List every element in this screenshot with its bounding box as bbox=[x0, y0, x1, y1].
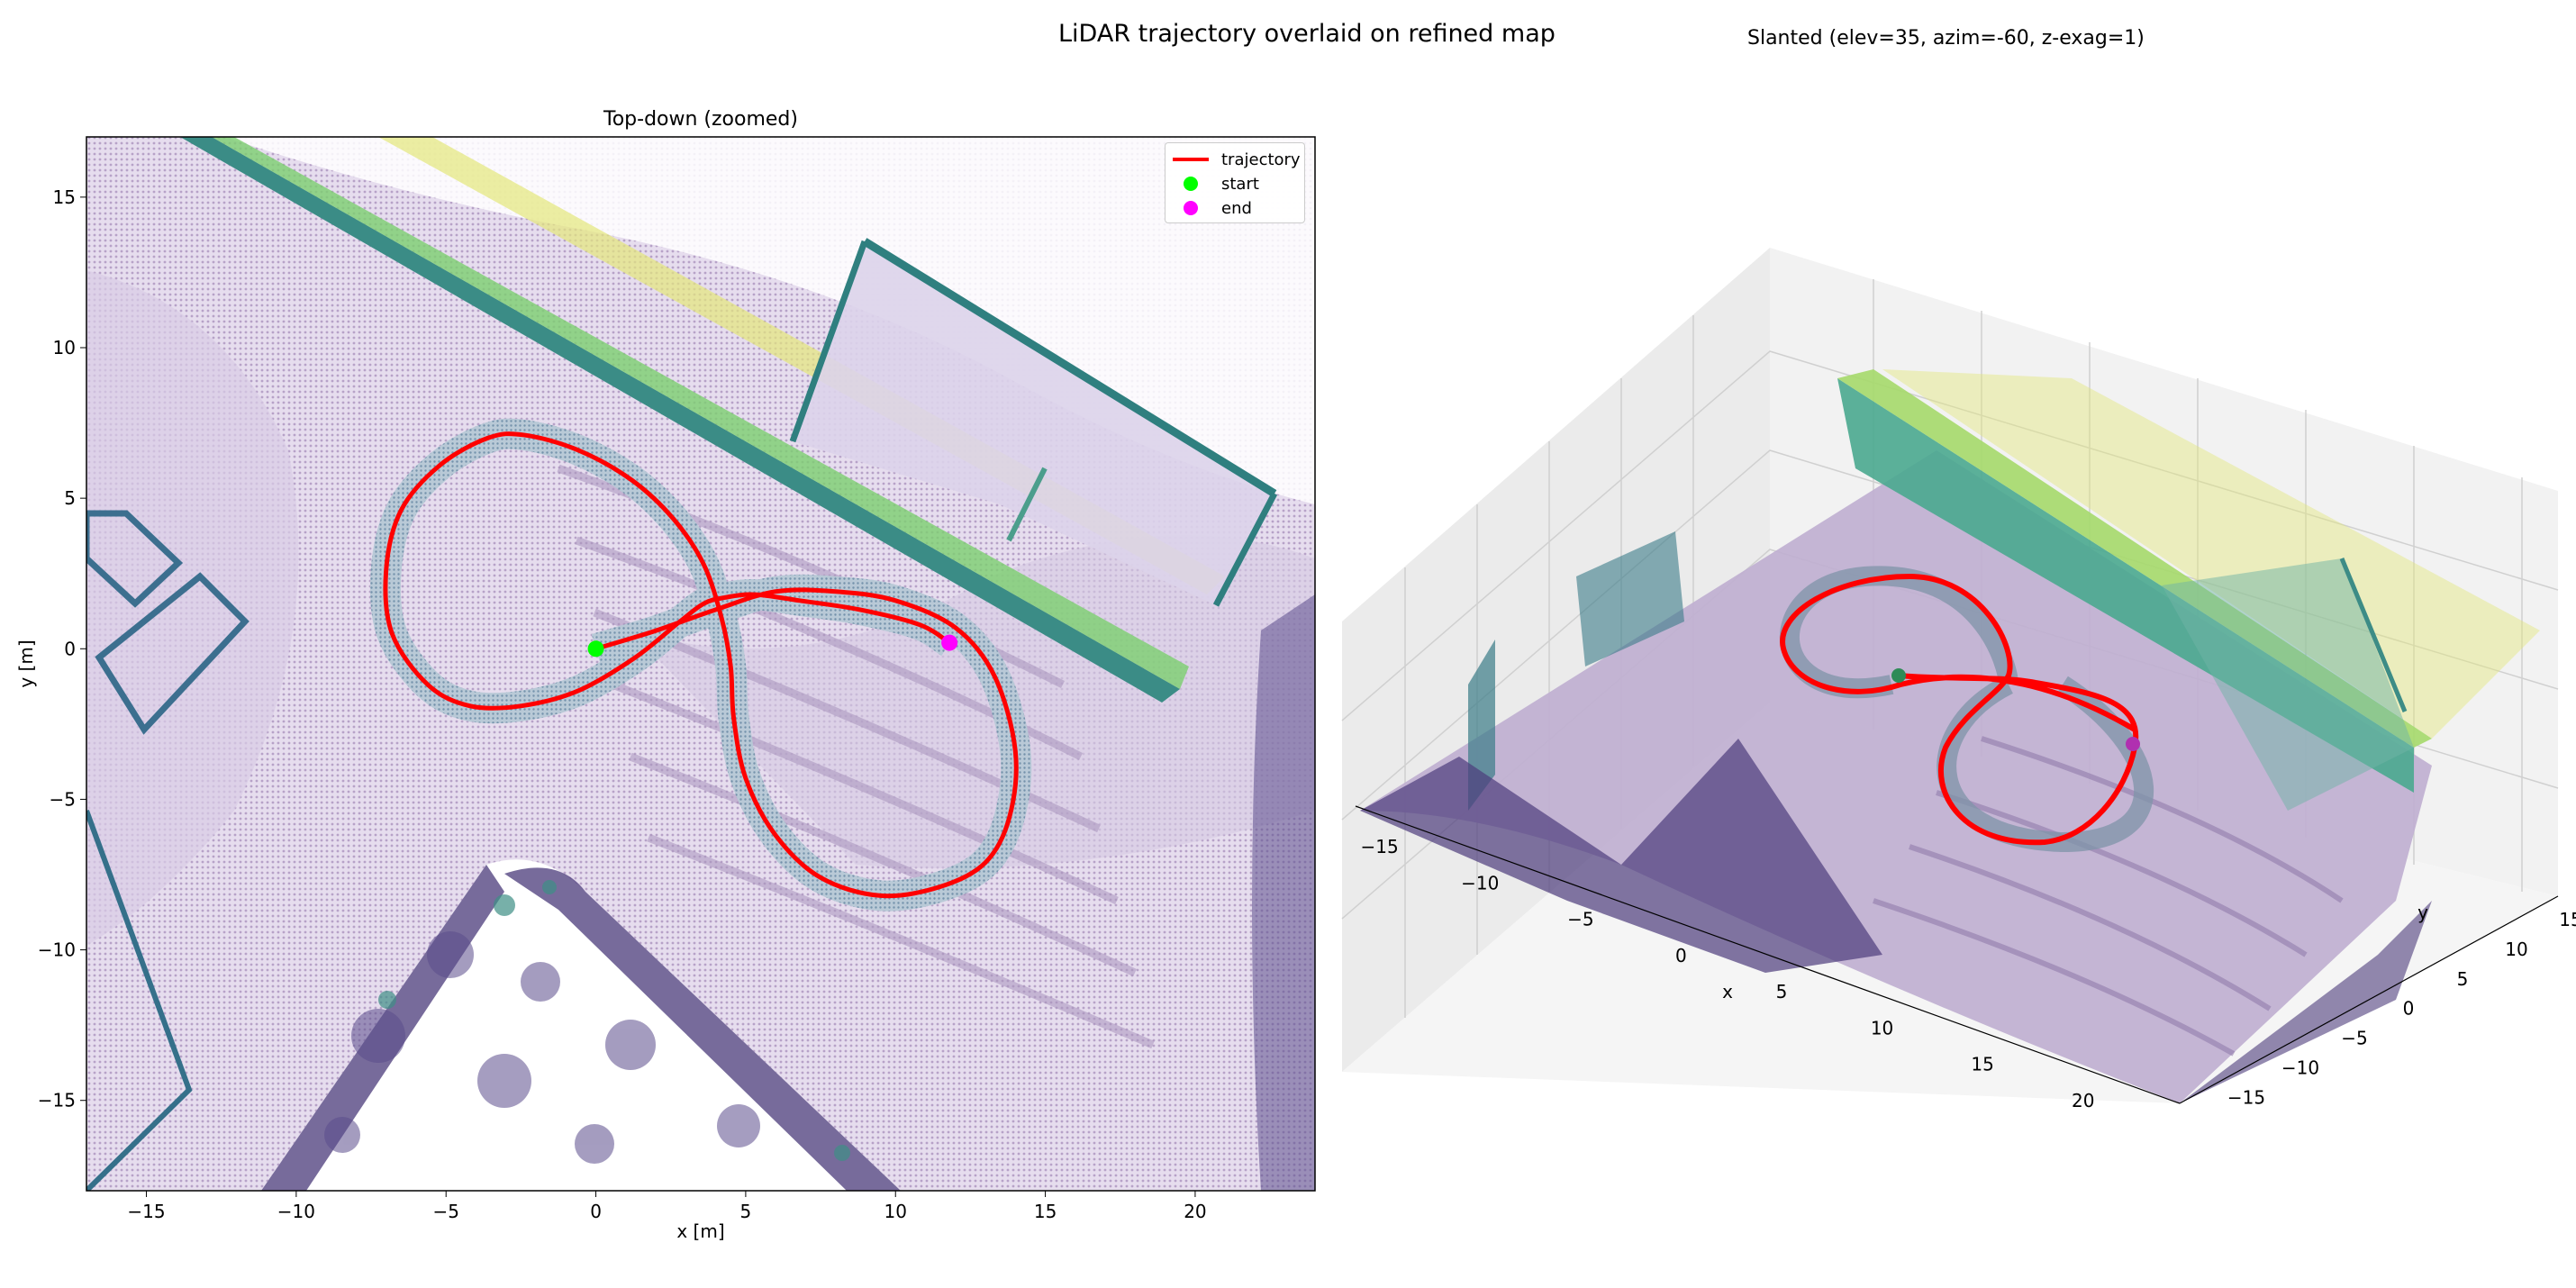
legend-trajectory-swatch bbox=[1173, 158, 1209, 161]
back-pane-left bbox=[1342, 248, 1770, 1072]
trajectory-line bbox=[383, 431, 1019, 899]
point-cloud-map bbox=[86, 137, 1315, 1191]
y3d-tick-label: 5 bbox=[2457, 968, 2469, 990]
x3d-tick-label: 20 bbox=[2072, 1090, 2094, 1111]
top-down-ticks: −15 −10 −5 0 5 10 15 20 −15 −10 −5 0 5 10 15 bbox=[38, 186, 1207, 1222]
vegetation-cloud bbox=[1360, 739, 1882, 973]
x-tick-label: −15 bbox=[127, 1201, 165, 1222]
y-tick-label: 10 bbox=[53, 337, 76, 358]
x3d-tick-label: −15 bbox=[1361, 836, 1399, 857]
top-down-ylabel: y [m] bbox=[15, 639, 37, 687]
slanted-xlabel: x bbox=[1722, 981, 1733, 1002]
x-tick-label: 10 bbox=[884, 1201, 907, 1222]
legend-item-trajectory: trajectory bbox=[1173, 149, 1301, 170]
x-tick-label: 20 bbox=[1184, 1201, 1206, 1222]
right-axes-title: Slanted (elev=35, azim=-60, z-exag=1) bbox=[1747, 27, 2145, 50]
x3d-tick-label: −5 bbox=[1567, 909, 1593, 930]
y-tick-label: −10 bbox=[38, 939, 76, 961]
x3d-tick-label: 5 bbox=[1776, 981, 1788, 1002]
legend-end-swatch bbox=[1184, 201, 1198, 215]
slanted-start-marker bbox=[1891, 668, 1906, 683]
y-tick-label: 0 bbox=[64, 638, 76, 659]
legend-trajectory-label: trajectory bbox=[1221, 150, 1301, 169]
y-axis-line bbox=[2179, 895, 2559, 1104]
top-down-xlabel: x [m] bbox=[676, 1220, 724, 1242]
legend-start-label: start bbox=[1221, 174, 1259, 194]
y3d-tick-label: −10 bbox=[2281, 1057, 2319, 1078]
x3d-tick-label: 0 bbox=[1675, 945, 1687, 966]
y3d-tick-label: 0 bbox=[2403, 998, 2415, 1020]
legend-item-start: start bbox=[1173, 173, 1259, 195]
y-tick-label: 15 bbox=[53, 186, 76, 208]
top-down-frame bbox=[86, 136, 1316, 1192]
start-marker bbox=[587, 640, 604, 658]
y3d-tick-label: 10 bbox=[2505, 939, 2527, 960]
x-tick-label: 0 bbox=[590, 1201, 602, 1222]
y3d-tick-label: 15 bbox=[2559, 909, 2576, 930]
x-tick-label: 15 bbox=[1034, 1201, 1057, 1222]
x-tick-label: 5 bbox=[740, 1201, 752, 1222]
legend-item-end: end bbox=[1173, 197, 1252, 219]
legend-start-swatch bbox=[1184, 177, 1198, 191]
x-tick-label: −5 bbox=[432, 1201, 458, 1222]
x3d-tick-label: 15 bbox=[1971, 1054, 1993, 1075]
x3d-tick-label: 10 bbox=[1871, 1017, 1893, 1039]
left-axes-title: Top-down (zoomed) bbox=[603, 108, 798, 131]
legend: trajectory start end bbox=[1165, 142, 1305, 223]
slanted-ticks: −15 −10 −5 0 5 10 15 20 −15 −10 −5 0 5 10 15 bbox=[1361, 836, 2576, 1111]
y3d-tick-label: −15 bbox=[2227, 1086, 2265, 1108]
y-tick-label: −15 bbox=[38, 1090, 76, 1111]
x-tick-label: −10 bbox=[277, 1201, 315, 1222]
legend-end-label: end bbox=[1221, 198, 1252, 218]
x-axis-line bbox=[1355, 805, 2181, 1104]
y-tick-label: 5 bbox=[64, 487, 76, 509]
y3d-tick-label: −5 bbox=[2341, 1028, 2367, 1049]
slanted-ylabel: y bbox=[2417, 902, 2428, 923]
figure-suptitle: LiDAR trajectory overlaid on refined map bbox=[1058, 20, 1556, 48]
slanted-trajectory-line bbox=[1780, 573, 2139, 846]
end-marker bbox=[941, 634, 958, 651]
x3d-tick-label: −10 bbox=[1461, 872, 1499, 893]
slanted-end-marker bbox=[2126, 737, 2140, 751]
y-tick-label: −5 bbox=[50, 788, 76, 810]
